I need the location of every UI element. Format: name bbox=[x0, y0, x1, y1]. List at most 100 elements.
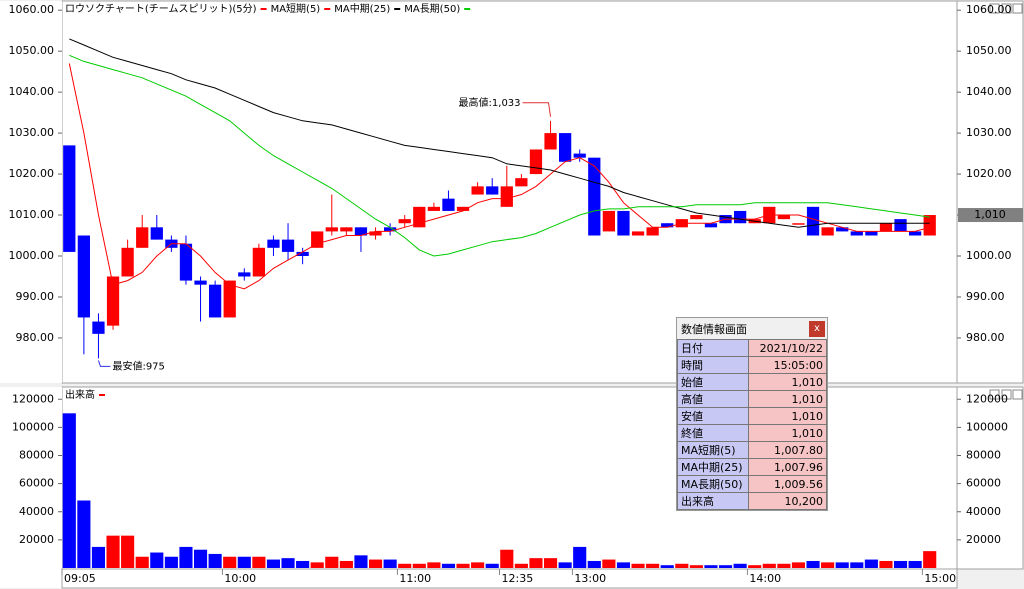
last-price-box bbox=[958, 208, 1023, 223]
info-row: MA短期(5) 1,007.80 bbox=[677, 441, 827, 459]
y-tick-label: 40000 bbox=[19, 505, 54, 518]
info-key: 高値 bbox=[677, 390, 749, 408]
volume-bar bbox=[704, 565, 718, 568]
y-tick-label: 80000 bbox=[19, 449, 54, 462]
info-key: 終値 bbox=[677, 424, 749, 442]
chart-title: ロウソクチャート(チームスピリット)(5分) bbox=[65, 3, 257, 15]
y-tick-label: 1060.00 bbox=[9, 3, 55, 16]
close-button[interactable]: x bbox=[809, 320, 825, 337]
legend-swatch bbox=[260, 8, 267, 10]
time-axis bbox=[61, 568, 958, 589]
candle-body bbox=[179, 243, 193, 281]
button[interactable] bbox=[1012, 389, 1023, 400]
y-tick-label: 40000 bbox=[966, 505, 1001, 518]
y-tick-label: 1060.00 bbox=[966, 3, 1012, 16]
candle-body bbox=[354, 227, 368, 236]
y-tick-label: 60000 bbox=[966, 477, 1001, 490]
y-tick-label: 990.00 bbox=[16, 290, 55, 303]
info-key: MA中期(25) bbox=[677, 458, 749, 476]
last-price-label: 1,010 bbox=[974, 208, 1006, 221]
y-tick-label: 20000 bbox=[19, 533, 54, 546]
candle-body bbox=[194, 280, 207, 285]
info-value: 1,010 bbox=[748, 373, 827, 391]
x-tick-label: 12:35 bbox=[502, 572, 534, 585]
candle-body bbox=[661, 223, 674, 228]
candle-body bbox=[296, 251, 309, 256]
ma-line bbox=[69, 54, 930, 257]
candle-body bbox=[106, 276, 120, 326]
button[interactable] bbox=[989, 389, 1000, 400]
volume-bar bbox=[602, 559, 616, 568]
volume-bar bbox=[281, 558, 295, 568]
y-tick-label: 1000.00 bbox=[9, 249, 55, 262]
y-tick-label: 60000 bbox=[19, 477, 54, 490]
candle-body bbox=[150, 227, 163, 240]
candle-body bbox=[92, 321, 105, 334]
candle-body bbox=[311, 231, 324, 248]
volume-bar bbox=[368, 559, 383, 568]
right-axis bbox=[956, 0, 1024, 384]
y-tick-label: 980.00 bbox=[966, 331, 1005, 344]
info-value: 15:05:00 bbox=[748, 356, 827, 374]
chart-title: 出来高 bbox=[65, 388, 95, 401]
volume-bar bbox=[791, 562, 806, 568]
volume-bar bbox=[587, 560, 601, 568]
y-tick-label: 1030.00 bbox=[966, 126, 1012, 139]
info-value: 1,007.96 bbox=[748, 458, 827, 476]
candle-body bbox=[806, 206, 820, 236]
x-tick-label: 11:00 bbox=[399, 572, 431, 585]
panel-title-bar: 数値情報画面 x bbox=[677, 318, 827, 339]
annotation-arrow bbox=[97, 360, 111, 367]
candle-body bbox=[544, 133, 557, 150]
candle-body bbox=[792, 223, 805, 225]
volume-bar bbox=[689, 565, 703, 568]
button[interactable] bbox=[1001, 3, 1012, 14]
y-tick-label: 100000 bbox=[12, 420, 54, 433]
candle-body bbox=[617, 210, 630, 236]
volume-bar bbox=[441, 563, 456, 568]
volume-bar bbox=[864, 559, 878, 568]
y-tick-label: 20000 bbox=[966, 533, 1001, 546]
info-key: 日付 bbox=[677, 339, 749, 357]
volume-bar bbox=[543, 558, 558, 568]
volume-bar bbox=[427, 562, 441, 568]
info-value: 2021/10/22 bbox=[748, 339, 827, 357]
info-value: 1,010 bbox=[748, 407, 827, 425]
volume-bar bbox=[893, 560, 908, 568]
volume-bar bbox=[616, 562, 631, 568]
candle-body bbox=[602, 210, 615, 232]
candle-body bbox=[442, 198, 455, 211]
volume-bar bbox=[748, 565, 762, 568]
y-tick-label: 1020.00 bbox=[9, 167, 55, 180]
info-row: 時間 15:05:00 bbox=[677, 356, 827, 374]
candle-body bbox=[63, 145, 76, 252]
volume-bar bbox=[675, 563, 689, 568]
button[interactable] bbox=[1001, 389, 1012, 400]
volume-bar bbox=[106, 535, 120, 568]
left-axis bbox=[0, 387, 62, 588]
legend-swatch bbox=[99, 394, 105, 396]
info-row: 安値 1,010 bbox=[677, 407, 827, 425]
legend-swatch bbox=[394, 8, 401, 10]
annotation: 最安値:975 bbox=[112, 359, 164, 372]
info-value: 10,200 bbox=[748, 492, 827, 510]
y-tick-label: 1040.00 bbox=[966, 85, 1012, 98]
x-tick-label: 15:00 bbox=[924, 572, 956, 585]
y-tick-label: 1050.00 bbox=[966, 44, 1012, 57]
candle-body bbox=[340, 227, 353, 232]
volume-bar bbox=[529, 558, 543, 568]
candle-body bbox=[529, 149, 543, 175]
info-table: 日付 2021/10/22 時間 15:05:00 始値 1,010 高値 1,010 安値 1,… bbox=[677, 339, 827, 510]
legend-label: MA中期(25) bbox=[334, 2, 390, 15]
candle-body bbox=[836, 227, 849, 232]
y-tick-label: 1050.00 bbox=[9, 44, 55, 57]
volume-bar bbox=[164, 556, 178, 568]
volume-bar bbox=[383, 559, 397, 568]
info-row: 終値 1,010 bbox=[677, 424, 827, 442]
button[interactable] bbox=[989, 3, 1000, 14]
legend-swatch bbox=[324, 8, 331, 10]
button[interactable] bbox=[1012, 3, 1023, 14]
info-row: 始値 1,010 bbox=[677, 373, 827, 391]
